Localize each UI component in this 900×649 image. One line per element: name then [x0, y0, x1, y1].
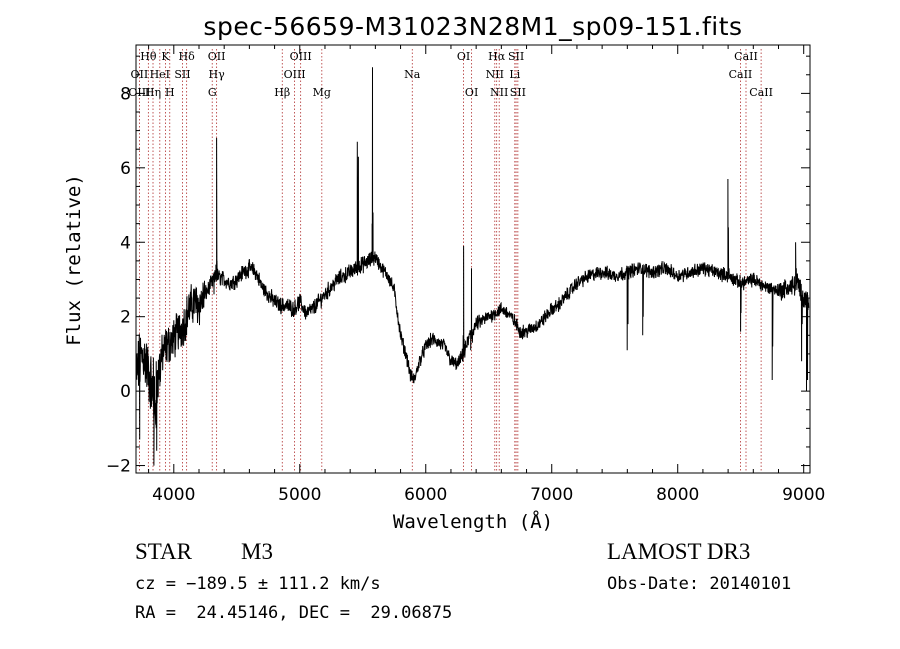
line-label: Hγ	[209, 68, 226, 81]
redshift-velocity: cz = −189.5 ± 111.2 km/s	[135, 574, 381, 594]
y-axis-label: Flux (relative)	[63, 174, 85, 346]
x-tick-label: 4000	[152, 485, 195, 505]
line-label: Hβ	[274, 86, 290, 99]
y-tick-label: 0	[120, 382, 131, 402]
line-label: HeI	[150, 68, 170, 81]
x-tick-label: 5000	[278, 485, 321, 505]
line-label: NII	[486, 68, 504, 81]
y-tick-label: 8	[120, 84, 131, 104]
coordinates: RA = 24.45146, DEC = 29.06875	[135, 603, 453, 623]
line-label: CaII	[729, 68, 753, 81]
line-label: G	[208, 86, 217, 99]
line-label: OI	[465, 86, 478, 99]
line-label: OII	[131, 68, 149, 81]
y-tick-label: −2	[106, 457, 131, 477]
line-label: Hη	[145, 86, 161, 99]
x-tick-label: 9000	[782, 485, 825, 505]
line-label: OIII	[128, 86, 150, 99]
line-label: Hθ	[140, 50, 157, 63]
line-label: K	[161, 50, 170, 63]
line-label: SII	[510, 86, 526, 99]
x-axis-label: Wavelength (Å)	[393, 510, 553, 533]
line-label: SII	[508, 50, 524, 63]
line-label: Mg	[313, 86, 331, 99]
line-label: H	[165, 86, 175, 99]
x-tick-label: 7000	[530, 485, 573, 505]
line-label: CaII	[734, 50, 758, 63]
line-label: OIII	[284, 68, 306, 81]
line-label: Li	[509, 68, 520, 81]
x-tick-label: 6000	[404, 485, 447, 505]
y-tick-label: 6	[120, 159, 131, 179]
line-label: OIII	[290, 50, 312, 63]
y-tick-label: 4	[120, 233, 131, 253]
line-label: SII	[174, 68, 190, 81]
spectrum-line	[136, 67, 810, 466]
plot-frame	[135, 44, 811, 474]
line-label: Na	[404, 68, 421, 81]
spectral-subclass: M3	[241, 539, 273, 564]
line-label: OII	[208, 50, 226, 63]
chart-title: spec-56659-M31023N28M1_sp09-151.fits	[203, 12, 742, 41]
line-label: Hδ	[179, 50, 196, 63]
y-tick-label: 2	[120, 308, 131, 328]
observation-date: Obs-Date: 20140101	[607, 574, 792, 594]
line-label: CaII	[749, 86, 773, 99]
line-label: NII	[490, 86, 508, 99]
line-label: Hα	[488, 50, 506, 63]
line-label: OI	[457, 50, 470, 63]
survey-name: LAMOST DR3	[607, 539, 751, 564]
x-tick-label: 8000	[656, 485, 699, 505]
object-class: STAR	[135, 539, 192, 564]
